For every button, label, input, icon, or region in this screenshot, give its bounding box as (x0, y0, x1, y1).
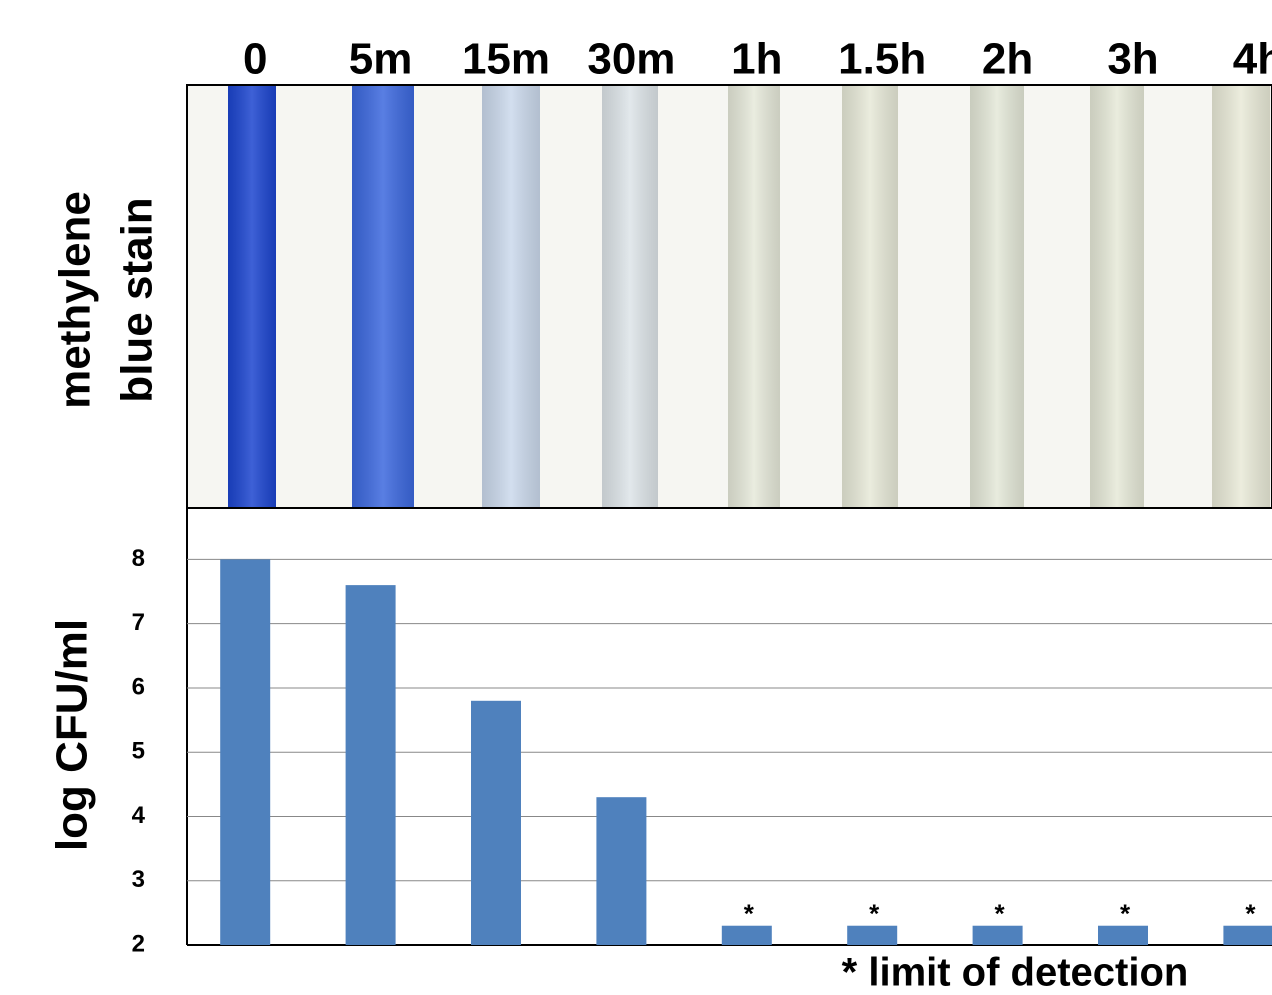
category-label: 30m (587, 35, 675, 84)
bar (1098, 925, 1148, 945)
y-tick-label: 8 (132, 545, 145, 572)
limit-marker: * (1245, 899, 1256, 929)
y-tick-label: 3 (132, 866, 145, 893)
category-label: 3h (1107, 35, 1158, 84)
y-tick-label: 5 (132, 738, 145, 765)
category-label: 1h (731, 35, 782, 84)
y-tick-label: 2 (132, 930, 145, 957)
category-label: 1.5h (838, 35, 926, 84)
category-label: 15m (462, 35, 550, 84)
panel-label: methylene (51, 191, 100, 409)
bar (345, 585, 396, 945)
limit-marker: * (1120, 899, 1131, 929)
y-tick-label: 7 (132, 609, 145, 636)
bar (972, 925, 1023, 945)
footnote: * limit of detection (842, 951, 1189, 995)
bar (721, 925, 772, 945)
y-tick-label: 6 (132, 673, 145, 700)
category-label: 0 (243, 35, 267, 84)
panel-label: blue stain (113, 197, 162, 402)
bar (1223, 925, 1272, 945)
limit-marker: * (744, 899, 755, 929)
bar (596, 797, 647, 945)
limit-marker: * (995, 899, 1006, 929)
y-axis-label: log CFU/ml (48, 619, 97, 851)
category-label: 4h (1233, 35, 1272, 84)
bar (847, 925, 898, 945)
stain-photo (186, 84, 1272, 509)
y-tick-label: 4 (132, 802, 146, 829)
category-label: 2h (982, 35, 1033, 84)
bar (220, 559, 271, 945)
bar (471, 700, 521, 945)
category-label: 5m (349, 35, 413, 84)
limit-marker: * (869, 899, 880, 929)
